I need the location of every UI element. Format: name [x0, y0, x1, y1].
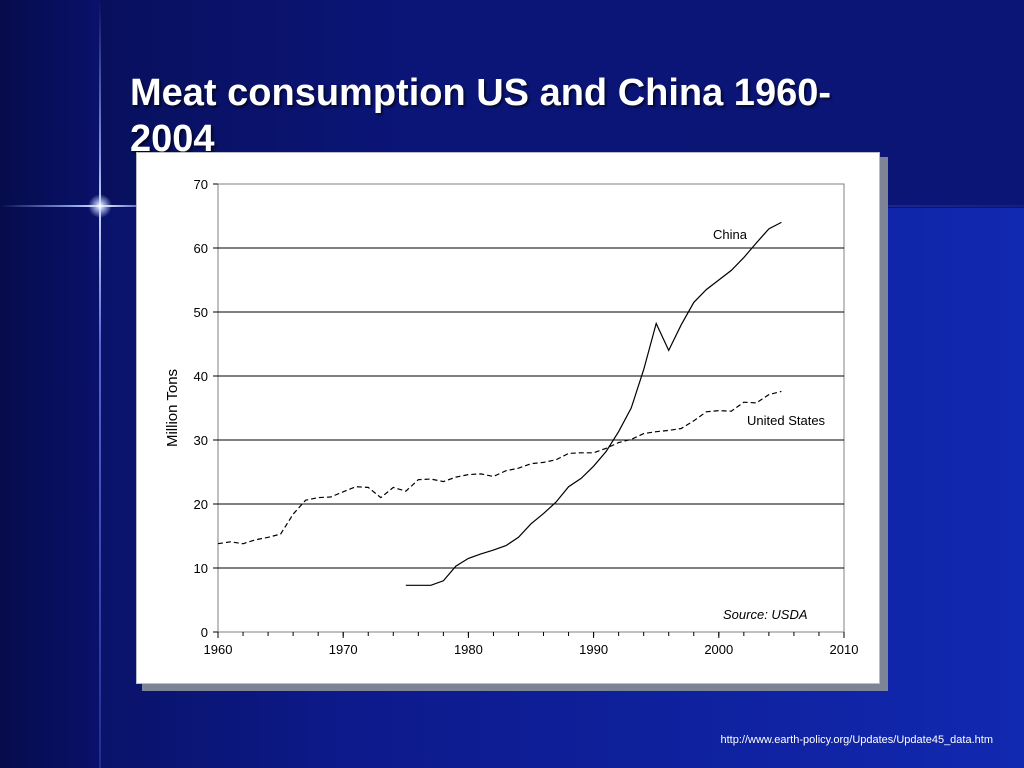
series-label-united-states: United States [747, 413, 826, 428]
y-tick-label: 30 [194, 433, 208, 448]
series-line-united-states [217, 390, 782, 545]
y-tick-label: 20 [194, 497, 208, 512]
y-tick-label: 50 [194, 305, 208, 320]
x-tick-label: 1970 [329, 642, 358, 657]
x-tick-label: 1990 [579, 642, 608, 657]
y-tick-label: 0 [201, 625, 208, 640]
chart-container: 0 10 20 30 40 50 60 70 1960 1970 1980 1990 2000 2010 … [136, 152, 880, 684]
plot-area [217, 183, 845, 633]
y-tick-label: 40 [194, 369, 208, 384]
x-tick-label: 2010 [830, 642, 859, 657]
slide-title: Meat consumption US and China 1960-2004 [130, 72, 831, 160]
axis-ticks: 0 10 20 30 40 50 60 70 1960 1970 1980 1990 2000 2010 [194, 177, 859, 657]
y-tick-label: 10 [194, 561, 208, 576]
series-line-china [405, 221, 782, 586]
x-tick-label: 1980 [454, 642, 483, 657]
y-axis-label: Million Tons [164, 369, 181, 447]
slide-left-band [0, 0, 100, 768]
x-tick-label: 1960 [204, 642, 233, 657]
series-label-china: China [713, 227, 748, 242]
x-tick-label: 2000 [704, 642, 733, 657]
decorative-vertical-line [99, 0, 101, 768]
source-url[interactable]: http://www.earth-policy.org/Updates/Upda… [720, 734, 993, 746]
grid-lines [218, 247, 844, 569]
y-tick-label: 60 [194, 241, 208, 256]
sparkle-icon [88, 194, 112, 218]
data-lines [217, 221, 782, 586]
y-tick-label: 70 [194, 177, 208, 192]
source-annotation: Source: USDA [723, 607, 808, 622]
